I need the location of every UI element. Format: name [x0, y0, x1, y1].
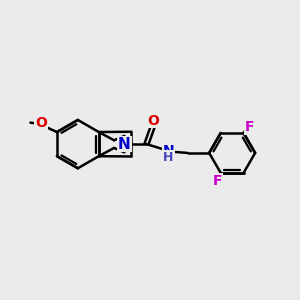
- Text: F: F: [213, 174, 222, 188]
- Text: N: N: [118, 136, 131, 152]
- Text: H: H: [163, 151, 173, 164]
- Text: O: O: [147, 114, 159, 128]
- Text: O: O: [35, 116, 47, 130]
- Text: F: F: [244, 121, 254, 134]
- Text: N: N: [162, 144, 174, 158]
